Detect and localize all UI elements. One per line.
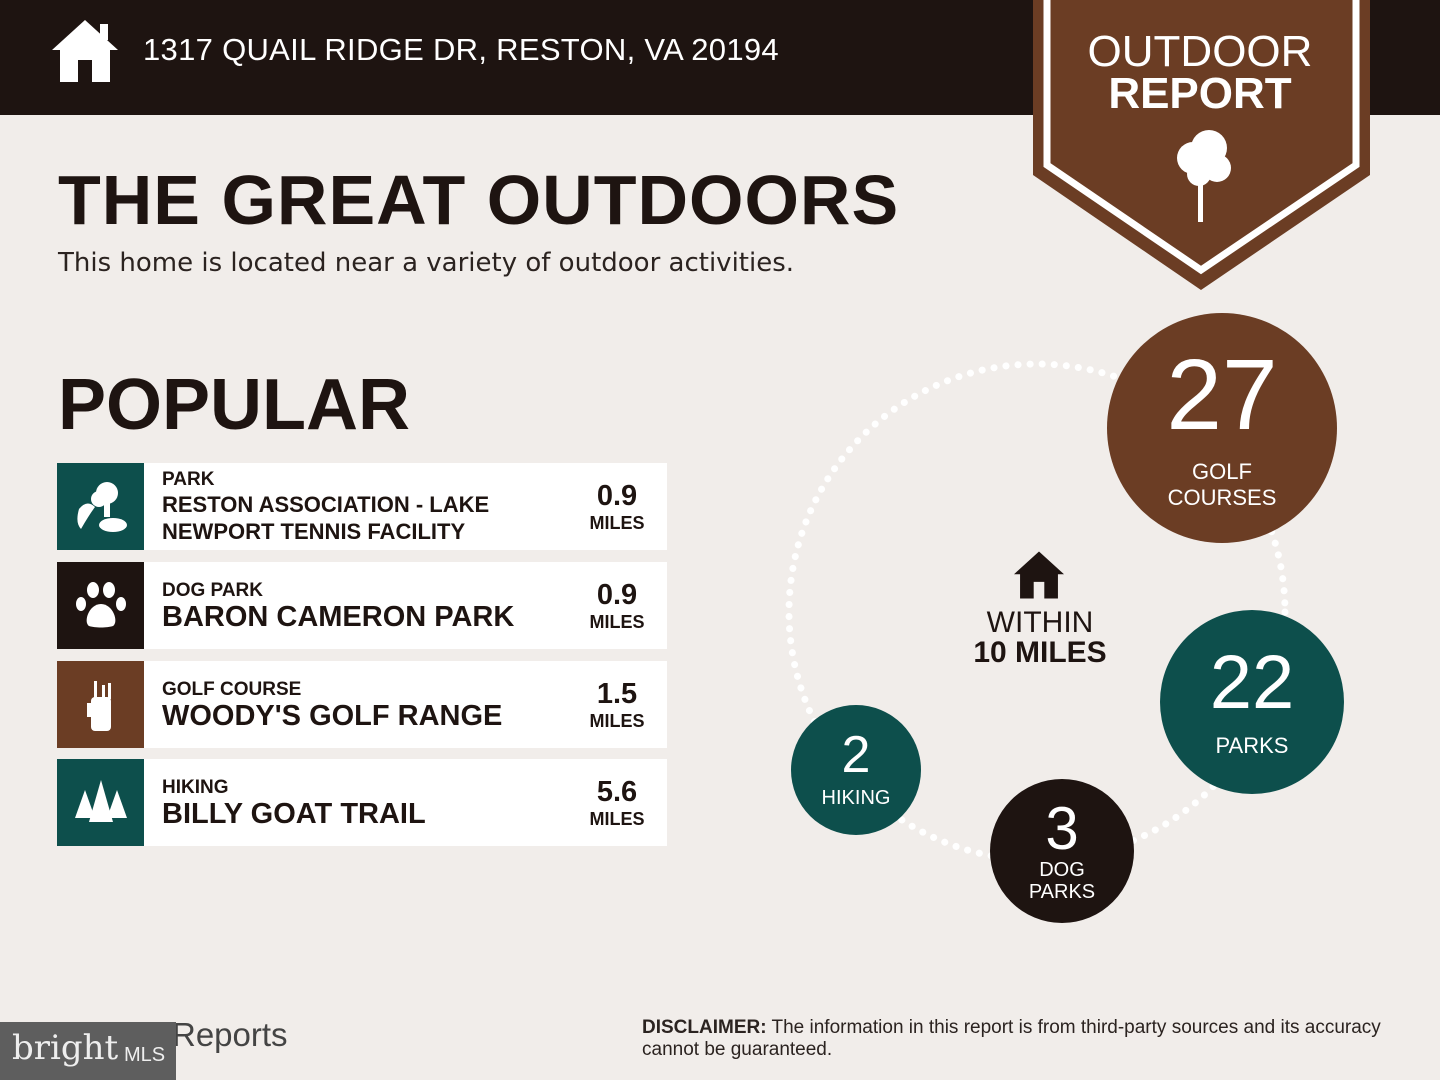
item-distance: 5.6	[596, 775, 638, 808]
hiking-count: 2 HIKING	[791, 705, 921, 835]
list-item: PARK RESTON ASSOCIATION - LAKE NEWPORT TE…	[57, 463, 667, 550]
reports-logo-text: Reports	[172, 1016, 288, 1053]
golf-courses-count: 27 GOLF COURSES	[1107, 313, 1337, 543]
home-icon	[52, 20, 118, 82]
list-item: DOG PARK BARON CAMERON PARK 0.9 MILES	[57, 562, 667, 649]
list-item: GOLF COURSE WOODY'S GOLF RANGE 1.5 MILES	[57, 661, 667, 748]
parks-count: 22 PARKS	[1160, 610, 1344, 794]
item-unit: MILES	[589, 710, 645, 731]
item-unit: MILES	[589, 512, 645, 533]
badge-line1: OUTDOOR	[1087, 27, 1313, 76]
item-name: BILLY GOAT TRAIL	[162, 797, 426, 830]
paw-icon	[57, 562, 144, 649]
park-icon	[57, 463, 144, 550]
item-category: GOLF COURSE	[162, 678, 302, 700]
list-item: HIKING BILLY GOAT TRAIL 5.6 MILES	[57, 759, 667, 846]
item-distance: 0.9	[596, 479, 638, 512]
item-distance: 1.5	[596, 677, 638, 710]
page-title: THE GREAT OUTDOORS	[58, 161, 900, 239]
item-unit: MILES	[589, 611, 645, 632]
outdoor-report-badge	[1033, 0, 1370, 290]
item-category: PARK	[162, 468, 215, 490]
item-name: RESTON ASSOCIATION - LAKE NEWPORT TENNIS…	[162, 491, 490, 544]
tree-icon	[1177, 130, 1231, 222]
item-distance: 0.9	[596, 578, 638, 611]
item-category: DOG PARK	[162, 579, 263, 601]
within-label: WITHIN 10 MILES	[973, 606, 1107, 669]
subtitle: This home is located near a variety of o…	[58, 248, 795, 278]
bright-mls-logo: bright MLS	[0, 1022, 176, 1080]
badge-line2: REPORT	[1108, 69, 1292, 118]
popular-heading: POPULAR	[58, 365, 411, 445]
trees-icon	[57, 759, 144, 846]
item-name: BARON CAMERON PARK	[162, 600, 515, 633]
address: 1317 QUAIL RIDGE DR, RESTON, VA 20194	[143, 32, 779, 67]
golf-bag-icon	[57, 661, 144, 748]
item-unit: MILES	[589, 808, 645, 829]
item-category: HIKING	[162, 776, 229, 798]
disclaimer: DISCLAIMER: The information in this repo…	[642, 1017, 1381, 1060]
item-name: WOODY'S GOLF RANGE	[162, 699, 503, 732]
home-icon	[1014, 551, 1064, 599]
dog-parks-count: 3 DOG PARKS	[990, 779, 1134, 923]
